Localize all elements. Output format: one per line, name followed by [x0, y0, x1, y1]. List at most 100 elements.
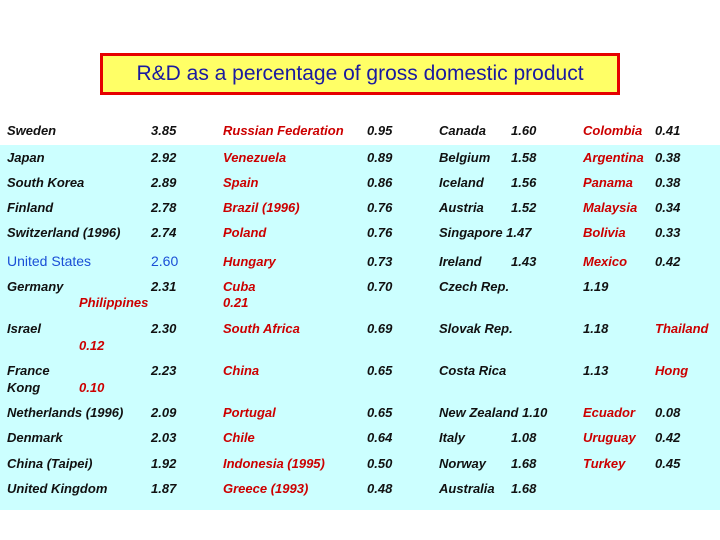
value-cell: 0.70 — [367, 279, 393, 294]
country-cell: Germany — [7, 279, 64, 294]
country-cell: Netherlands (1996) — [7, 405, 124, 420]
country-cell: Denmark — [7, 430, 63, 445]
value-cell: 1.92 — [151, 456, 177, 471]
value-cell: 1.43 — [511, 254, 537, 269]
country-cell: United Kingdom — [7, 481, 108, 496]
value-cell: 3.85 — [151, 123, 177, 138]
highlight-band — [0, 145, 720, 510]
country-cell: Uruguay — [583, 430, 636, 445]
value-cell: 0.50 — [367, 456, 393, 471]
country-cell: China — [223, 363, 260, 378]
value-cell: 0.76 — [367, 200, 393, 215]
value-cell: 0.89 — [367, 150, 393, 165]
country-cell: Bolivia — [583, 225, 626, 240]
country-cell: Spain — [223, 175, 259, 190]
country-cell: Iceland — [439, 175, 484, 190]
country-cell: Argentina — [583, 150, 644, 165]
country-cell: South Africa — [223, 321, 300, 336]
value-cell: 1.18 — [583, 321, 609, 336]
value-cell: 1.68 — [511, 456, 537, 471]
value-cell: 2.31 — [151, 279, 177, 294]
value-cell: 1.58 — [511, 150, 537, 165]
country-cell: Indonesia (1995) — [223, 456, 325, 471]
value-cell: 1.13 — [583, 363, 609, 378]
value-cell: 2.23 — [151, 363, 177, 378]
country-cell: China (Taipei) — [7, 456, 93, 471]
country-cell: Canada — [439, 123, 486, 138]
page-title: R&D as a percentage of gross domestic pr… — [136, 62, 584, 85]
country-cell: Czech Rep. — [439, 279, 510, 294]
country-cell: Russian Federation — [223, 123, 344, 138]
value-cell: 0.38 — [655, 150, 681, 165]
value-cell: 2.89 — [151, 175, 177, 190]
country-cell: Poland — [223, 225, 267, 240]
value-cell: 0.08 — [655, 405, 681, 420]
country-cell: Switzerland (1996) — [7, 225, 121, 240]
value-cell: 0.42 — [655, 254, 681, 269]
country-cell: Thailand — [655, 321, 709, 336]
value-cell: 1.56 — [511, 175, 537, 190]
country-cell: Venezuela — [223, 150, 287, 165]
value-cell: 0.21 — [223, 295, 249, 310]
value-cell: 0.86 — [367, 175, 393, 190]
country-cell: Japan — [7, 150, 45, 165]
country-cell: Philippines — [79, 295, 149, 310]
country-cell: Brazil (1996) — [223, 200, 300, 215]
value-cell: 2.09 — [151, 405, 177, 420]
value-cell: 0.73 — [367, 254, 393, 269]
country-cell: Austria — [439, 200, 484, 215]
country-cell: Slovak Rep. — [439, 321, 513, 336]
value-cell: 0.12 — [79, 338, 105, 353]
country-cell: Chile — [223, 430, 255, 445]
country-cell: New Zealand 1.10 — [439, 405, 548, 420]
country-cell: Kong — [7, 380, 41, 395]
country-cell: Belgium — [439, 150, 491, 165]
country-cell: Australia — [439, 481, 495, 496]
country-cell: Portugal — [223, 405, 276, 420]
value-cell: 2.78 — [151, 200, 177, 215]
country-cell: Sweden — [7, 123, 57, 138]
country-cell: Panama — [583, 175, 633, 190]
country-cell: Singapore 1.47 — [439, 225, 532, 240]
country-cell: Mexico — [583, 254, 628, 269]
value-cell: 0.65 — [367, 363, 393, 378]
value-cell: 2.74 — [151, 225, 177, 240]
value-cell: 1.08 — [511, 430, 537, 445]
value-cell: 0.42 — [655, 430, 681, 445]
country-cell-highlight: United States — [7, 253, 92, 269]
value-cell-highlight: 2.60 — [151, 253, 179, 269]
value-cell: 0.41 — [655, 123, 681, 138]
value-cell: 1.87 — [151, 481, 177, 496]
value-cell: 1.19 — [583, 279, 609, 294]
country-cell: Italy — [439, 430, 466, 445]
value-cell: 0.48 — [367, 481, 393, 496]
value-cell: 1.60 — [511, 123, 537, 138]
value-cell: 0.69 — [367, 321, 393, 336]
country-cell: Norway — [439, 456, 486, 471]
value-cell: 1.52 — [511, 200, 537, 215]
value-cell: 0.64 — [367, 430, 393, 445]
value-cell: 2.03 — [151, 430, 177, 445]
country-cell: Turkey — [583, 456, 626, 471]
country-cell: Malaysia — [583, 200, 638, 215]
country-cell: Hungary — [223, 254, 276, 269]
country-cell: Israel — [7, 321, 41, 336]
value-cell: 0.65 — [367, 405, 393, 420]
country-cell: Cuba — [223, 279, 256, 294]
title-box: R&D as a percentage of gross domestic pr… — [100, 53, 620, 95]
country-cell: Greece (1993) — [223, 481, 309, 496]
value-cell: 0.38 — [655, 175, 681, 190]
value-cell: 1.68 — [511, 481, 537, 496]
country-cell: Finland — [7, 200, 54, 215]
value-cell: 0.33 — [655, 225, 681, 240]
country-cell: France — [7, 363, 50, 378]
value-cell: 0.45 — [655, 456, 681, 471]
value-cell: 0.10 — [79, 380, 105, 395]
country-cell: Ecuador — [583, 405, 636, 420]
value-cell: 0.34 — [655, 200, 681, 215]
value-cell: 0.76 — [367, 225, 393, 240]
country-cell: Colombia — [583, 123, 643, 138]
country-cell: South Korea — [7, 175, 85, 190]
value-cell: 0.95 — [367, 123, 393, 138]
value-cell: 2.30 — [151, 321, 177, 336]
